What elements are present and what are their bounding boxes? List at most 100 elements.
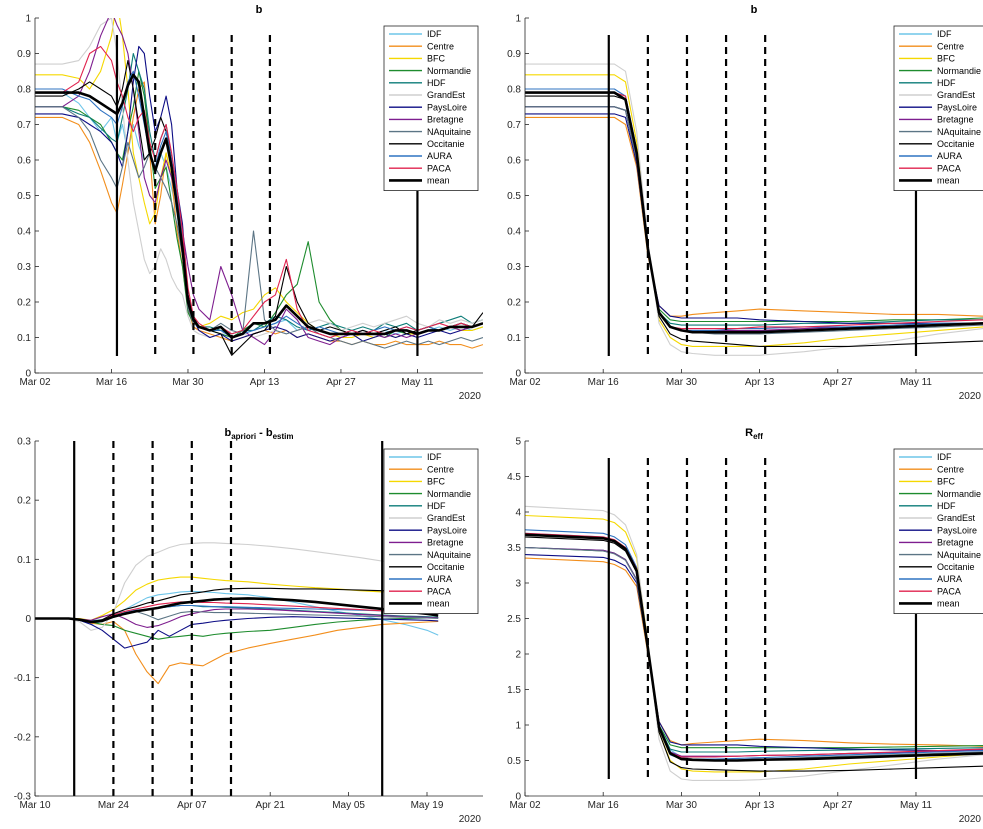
legend-label: Bretagne xyxy=(937,538,974,548)
legend-label: PaysLoire xyxy=(937,525,977,535)
series-line-paysloire xyxy=(525,554,983,752)
series-line-bretagne xyxy=(35,608,439,628)
y-tick-label: 0.6 xyxy=(17,156,31,167)
legend-label: BFC xyxy=(937,477,956,487)
x-tick-label: Apr 27 xyxy=(823,377,853,388)
x-tick-label: Apr 13 xyxy=(250,377,280,388)
legend-label: PaysLoire xyxy=(427,102,467,112)
x-tick-label: Apr 13 xyxy=(745,377,775,388)
y-tick-label: -0.2 xyxy=(14,732,32,743)
y-tick-label: 0.9 xyxy=(17,49,31,60)
y-tick-label: 0.6 xyxy=(507,156,521,167)
y-tick-label: 4.5 xyxy=(507,472,521,483)
legend-label: Bretagne xyxy=(427,538,464,548)
legend-label: PaysLoire xyxy=(937,102,977,112)
chart-title-subscript: apriori xyxy=(231,432,256,441)
legend-box xyxy=(893,25,983,192)
legend-label: Occitanie xyxy=(427,562,465,572)
x-tick-label: May 11 xyxy=(900,377,932,388)
y-tick-label: 2.5 xyxy=(507,614,521,625)
legend-label: AURA xyxy=(937,151,962,161)
legend-label: mean xyxy=(937,599,960,609)
y-tick-label: 0.7 xyxy=(17,120,31,131)
x-tick-label: May 05 xyxy=(332,800,365,811)
legend: IDF Centre BFC Normandie HDF GrandEst PaysLoir… xyxy=(893,25,983,192)
x-tick-label: Mar 02 xyxy=(19,377,51,388)
chart-title: b xyxy=(256,4,263,16)
y-tick-label: 0.8 xyxy=(17,85,31,96)
legend-label: Occitanie xyxy=(427,139,465,149)
legend-label: Normandie xyxy=(937,489,981,499)
legend: IDF Centre BFC Normandie HDF GrandEst PaysLoir… xyxy=(383,25,479,192)
y-tick-label: 4 xyxy=(515,508,521,519)
series-line-mean xyxy=(525,91,983,334)
legend-label: Centre xyxy=(427,41,454,51)
y-tick-label: 1 xyxy=(25,14,31,25)
legend-label: BFC xyxy=(427,477,446,487)
legend-label: IDF xyxy=(937,452,952,462)
y-tick-label: 0.7 xyxy=(507,120,521,131)
chart-panel-2: 0 0.1 0.2 0.3 0.4 0.5 0.6 0.7 0.8 0.9 1 Mar 02 Mar 1… xyxy=(507,4,983,402)
chart-title: bapriori - bestim xyxy=(224,427,293,441)
x-tick-label: Apr 27 xyxy=(326,377,356,388)
plot-lines xyxy=(525,35,983,356)
y-tick-label: 0 xyxy=(25,369,31,380)
chart-title-middle: - b xyxy=(256,427,273,439)
legend-label: HDF xyxy=(937,501,956,511)
plot-lines xyxy=(35,441,439,796)
legend-label: PACA xyxy=(937,586,961,596)
x-tick-label: Mar 02 xyxy=(509,800,541,811)
x-tick-label: Apr 07 xyxy=(177,800,207,811)
series-line-paysloire xyxy=(35,616,439,649)
legend-label: Occitanie xyxy=(937,139,975,149)
series-line-mean xyxy=(35,73,483,339)
chart-title: b xyxy=(751,4,758,16)
legend-label: mean xyxy=(427,176,450,186)
chart-title-main: b xyxy=(224,427,231,439)
y-tick-label: 0.1 xyxy=(507,333,521,344)
y-tick-label: 0.2 xyxy=(17,298,31,309)
y-tick-label: 0.9 xyxy=(507,49,521,60)
series-line-bfc xyxy=(525,74,983,347)
y-tick-label: 0.2 xyxy=(507,298,521,309)
legend-label: IDF xyxy=(937,29,952,39)
y-tick-label: 0.8 xyxy=(507,85,521,96)
legend-label: AURA xyxy=(427,151,452,161)
legend-box xyxy=(893,448,983,615)
legend-box xyxy=(383,448,479,615)
y-tick-label: 3.5 xyxy=(507,543,521,554)
y-tick-label: 0.3 xyxy=(17,262,31,273)
series-line-centre xyxy=(35,617,439,685)
y-tick-label: 2 xyxy=(515,650,521,661)
legend-label: HDF xyxy=(427,501,446,511)
legend-label: Centre xyxy=(937,464,964,474)
x-tick-label: Mar 24 xyxy=(98,800,130,811)
chart-title: Reff xyxy=(745,427,763,441)
x-tick-label: Apr 13 xyxy=(745,800,775,811)
x-tick-label: May 11 xyxy=(900,800,932,811)
chart-panel-1: 0 0.1 0.2 0.3 0.4 0.5 0.6 0.7 0.8 0.9 1 Mar 02 Mar 1… xyxy=(17,4,483,402)
legend-label: AURA xyxy=(937,574,962,584)
series-line-grandest xyxy=(525,63,983,356)
series-line-paysloire xyxy=(35,45,483,342)
y-tick-label: 0.3 xyxy=(507,262,521,273)
legend-label: BFC xyxy=(427,54,446,64)
legend-label: HDF xyxy=(937,78,956,88)
y-tick-label: 0 xyxy=(25,614,31,625)
legend-label: Centre xyxy=(937,41,964,51)
y-tick-label: 1.5 xyxy=(507,685,521,696)
legend-label: NAquitaine xyxy=(937,127,981,137)
legend-label: Normandie xyxy=(427,66,471,76)
legend-label: PACA xyxy=(937,163,961,173)
legend-label: GrandEst xyxy=(937,90,976,100)
chart-panel-3: -0.3 -0.2 -0.1 0 0.1 0.2 0.3 Mar 10 Mar 24 Apr 07… xyxy=(14,427,483,825)
plot-lines xyxy=(525,458,983,781)
y-tick-label: 0.5 xyxy=(17,191,31,202)
x-tick-label: Mar 30 xyxy=(666,377,698,388)
legend: IDF Centre BFC Normandie HDF GrandEst PaysLoir… xyxy=(383,448,479,615)
legend-label: Occitanie xyxy=(937,562,975,572)
x-tick-label: Mar 30 xyxy=(666,800,698,811)
legend-label: PACA xyxy=(427,163,451,173)
legend-label: mean xyxy=(427,599,450,609)
legend-label: NAquitaine xyxy=(427,550,471,560)
